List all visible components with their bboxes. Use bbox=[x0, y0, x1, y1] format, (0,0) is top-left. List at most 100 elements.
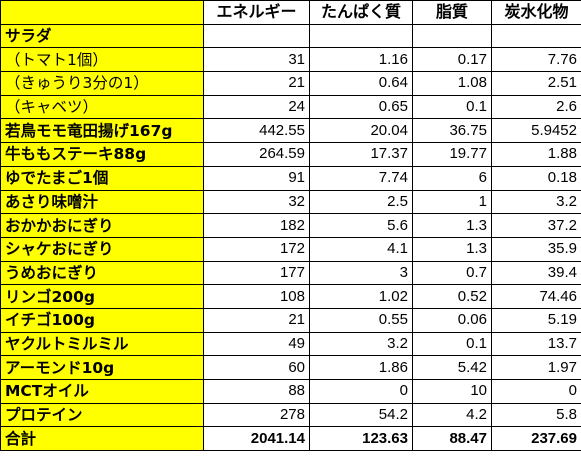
energy-cell[interactable]: 21 bbox=[203, 307, 310, 333]
row-label-cell[interactable]: （きゅうり3分の1） bbox=[0, 71, 204, 96]
energy-cell[interactable]: 91 bbox=[203, 165, 310, 191]
protein-cell[interactable] bbox=[309, 23, 413, 49]
row-label-cell[interactable]: シャケおにぎり bbox=[0, 236, 204, 262]
header-protein[interactable]: たんぱく質 bbox=[309, 0, 413, 25]
fat-cell[interactable]: 0.1 bbox=[412, 94, 492, 120]
fat-cell[interactable]: 19.77 bbox=[412, 142, 492, 167]
energy-cell[interactable]: 278 bbox=[203, 402, 310, 428]
fat-cell[interactable]: 0.52 bbox=[412, 284, 492, 309]
fat-cell[interactable] bbox=[412, 23, 492, 49]
row-label-cell[interactable]: プロテイン bbox=[0, 402, 204, 428]
row-label-cell[interactable]: 牛ももステーキ88g bbox=[0, 142, 204, 167]
table-row: アーモンド10g 60 1.86 5.42 1.97 bbox=[0, 355, 581, 380]
energy-cell[interactable]: 60 bbox=[203, 355, 310, 380]
fat-cell[interactable]: 0.1 bbox=[412, 331, 492, 357]
header-corner-cell[interactable] bbox=[0, 0, 204, 25]
fat-cell[interactable]: 10 bbox=[412, 379, 492, 404]
energy-cell[interactable]: 24 bbox=[203, 94, 310, 120]
protein-cell[interactable]: 3.2 bbox=[309, 331, 413, 357]
fat-cell[interactable]: 36.75 bbox=[412, 118, 492, 144]
carbs-cell[interactable]: 13.7 bbox=[491, 331, 581, 357]
energy-cell[interactable] bbox=[203, 23, 310, 49]
protein-cell[interactable]: 7.74 bbox=[309, 165, 413, 191]
carbs-cell[interactable]: 5.8 bbox=[491, 402, 581, 428]
fat-cell[interactable]: 6 bbox=[412, 165, 492, 191]
fat-cell[interactable]: 1 bbox=[412, 189, 492, 215]
carbs-cell[interactable]: 39.4 bbox=[491, 260, 581, 286]
total-fat-cell[interactable]: 88.47 bbox=[412, 426, 492, 452]
fat-cell[interactable]: 1.3 bbox=[412, 213, 492, 238]
protein-cell[interactable]: 1.02 bbox=[309, 284, 413, 309]
table-row: ヤクルトミルミル 49 3.2 0.1 13.7 bbox=[0, 331, 581, 357]
header-carbs[interactable]: 炭水化物 bbox=[491, 0, 581, 25]
energy-cell[interactable]: 32 bbox=[203, 189, 310, 215]
protein-cell[interactable]: 0.64 bbox=[309, 71, 413, 96]
carbs-cell[interactable]: 5.19 bbox=[491, 307, 581, 333]
row-label-cell[interactable]: 若鳥モモ竜田揚げ167g bbox=[0, 118, 204, 144]
carbs-cell[interactable]: 37.2 bbox=[491, 213, 581, 238]
header-fat[interactable]: 脂質 bbox=[412, 0, 492, 25]
row-label-cell[interactable]: あさり味噌汁 bbox=[0, 189, 204, 215]
protein-cell[interactable]: 0.65 bbox=[309, 94, 413, 120]
row-label-cell[interactable]: アーモンド10g bbox=[0, 355, 204, 380]
table-body: サラダ （トマト1個） 31 1.16 0.17 7.76 （きゅうり3分の1） 21 0.64… bbox=[0, 23, 581, 452]
protein-cell[interactable]: 20.04 bbox=[309, 118, 413, 144]
carbs-cell[interactable]: 0 bbox=[491, 379, 581, 404]
protein-cell[interactable]: 5.6 bbox=[309, 213, 413, 238]
carbs-cell[interactable]: 74.46 bbox=[491, 284, 581, 309]
fat-cell[interactable]: 1.3 bbox=[412, 236, 492, 262]
row-label-cell[interactable]: イチゴ100g bbox=[0, 307, 204, 333]
protein-cell[interactable]: 0 bbox=[309, 379, 413, 404]
energy-cell[interactable]: 21 bbox=[203, 71, 310, 96]
total-energy-cell[interactable]: 2041.14 bbox=[203, 426, 310, 452]
row-label-cell[interactable]: サラダ bbox=[0, 23, 204, 49]
fat-cell[interactable]: 1.08 bbox=[412, 71, 492, 96]
energy-cell[interactable]: 172 bbox=[203, 236, 310, 262]
carbs-cell[interactable]: 1.97 bbox=[491, 355, 581, 380]
row-label-cell[interactable]: おかかおにぎり bbox=[0, 213, 204, 238]
carbs-cell[interactable]: 1.88 bbox=[491, 142, 581, 167]
protein-cell[interactable]: 0.55 bbox=[309, 307, 413, 333]
fat-cell[interactable]: 4.2 bbox=[412, 402, 492, 428]
fat-cell[interactable]: 0.7 bbox=[412, 260, 492, 286]
row-label-cell[interactable]: （キャベツ） bbox=[0, 94, 204, 120]
protein-cell[interactable]: 1.86 bbox=[309, 355, 413, 380]
carbs-cell[interactable]: 5.9452 bbox=[491, 118, 581, 144]
row-label-cell[interactable]: うめおにぎり bbox=[0, 260, 204, 286]
carbs-cell[interactable]: 2.51 bbox=[491, 71, 581, 96]
row-label-cell[interactable]: ゆでたまご1個 bbox=[0, 165, 204, 191]
total-label-cell[interactable]: 合計 bbox=[0, 426, 204, 452]
energy-cell[interactable]: 442.55 bbox=[203, 118, 310, 144]
fat-cell[interactable]: 0.06 bbox=[412, 307, 492, 333]
protein-cell[interactable]: 1.16 bbox=[309, 47, 413, 73]
carbs-cell[interactable]: 0.18 bbox=[491, 165, 581, 191]
fat-cell[interactable]: 5.42 bbox=[412, 355, 492, 380]
carbs-cell[interactable]: 3.2 bbox=[491, 189, 581, 215]
header-energy[interactable]: エネルギー bbox=[203, 0, 310, 25]
row-label-cell[interactable]: MCTオイル bbox=[0, 379, 204, 404]
protein-cell[interactable]: 3 bbox=[309, 260, 413, 286]
row-label-cell[interactable]: リンゴ200g bbox=[0, 284, 204, 309]
energy-cell[interactable]: 108 bbox=[203, 284, 310, 309]
energy-cell[interactable]: 88 bbox=[203, 379, 310, 404]
table-row: ゆでたまご1個 91 7.74 6 0.18 bbox=[0, 165, 581, 191]
energy-cell[interactable]: 264.59 bbox=[203, 142, 310, 167]
table-row: おかかおにぎり 182 5.6 1.3 37.2 bbox=[0, 213, 581, 238]
row-label-cell[interactable]: （トマト1個） bbox=[0, 47, 204, 73]
total-carbs-cell[interactable]: 237.69 bbox=[491, 426, 581, 452]
carbs-cell[interactable]: 2.6 bbox=[491, 94, 581, 120]
energy-cell[interactable]: 182 bbox=[203, 213, 310, 238]
total-protein-cell[interactable]: 123.63 bbox=[309, 426, 413, 452]
energy-cell[interactable]: 49 bbox=[203, 331, 310, 357]
row-label-cell[interactable]: ヤクルトミルミル bbox=[0, 331, 204, 357]
protein-cell[interactable]: 2.5 bbox=[309, 189, 413, 215]
protein-cell[interactable]: 4.1 bbox=[309, 236, 413, 262]
fat-cell[interactable]: 0.17 bbox=[412, 47, 492, 73]
carbs-cell[interactable]: 35.9 bbox=[491, 236, 581, 262]
protein-cell[interactable]: 54.2 bbox=[309, 402, 413, 428]
carbs-cell[interactable]: 7.76 bbox=[491, 47, 581, 73]
protein-cell[interactable]: 17.37 bbox=[309, 142, 413, 167]
energy-cell[interactable]: 177 bbox=[203, 260, 310, 286]
energy-cell[interactable]: 31 bbox=[203, 47, 310, 73]
carbs-cell[interactable] bbox=[491, 23, 581, 49]
